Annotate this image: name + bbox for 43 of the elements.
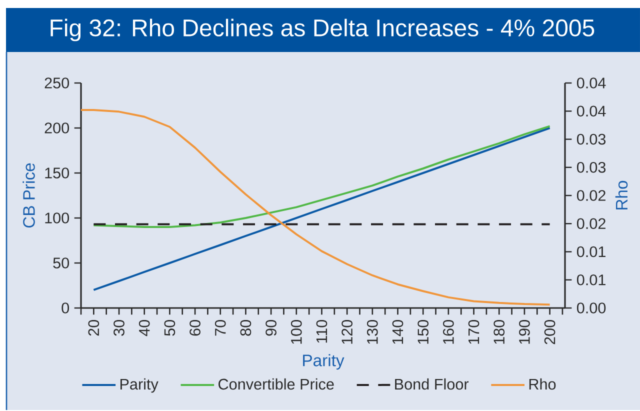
y2-tick-label: 0.03 (576, 162, 606, 173)
y-tick-label: 250 (44, 78, 70, 89)
legend-label: Bond Floor (395, 378, 469, 390)
x-tick-label: 50 (164, 320, 176, 336)
legend-label: Parity (120, 378, 158, 393)
x-tick-label: 150 (418, 320, 429, 344)
y-axis-title: CB Price (22, 164, 35, 228)
x-tick-label: 30 (114, 320, 124, 336)
x-tick-label: 100 (290, 320, 302, 344)
x-tick-label: 60 (190, 320, 200, 336)
x-tick-label: 40 (138, 320, 150, 336)
x-tick-label: 170 (468, 320, 480, 344)
y2-tick-label: 0.00 (576, 302, 606, 314)
y-tick-label: 0 (62, 302, 70, 314)
x-tick-label: 130 (366, 320, 378, 344)
x-tick-label: 140 (392, 320, 404, 344)
chart-title: Fig 32: Rho Declines as Delta Increases - 4% 2005 (50, 18, 594, 42)
y-tick-label: 100 (45, 212, 70, 224)
y-tick-label: 50 (53, 258, 70, 269)
x-tick-label: 200 (544, 320, 556, 344)
x-tick-label: 120 (342, 320, 352, 344)
x-tick-label: 160 (443, 320, 454, 344)
line-series (80, 109, 551, 306)
legend-label: Convertible Price (218, 378, 334, 390)
y2-tick-label: 0.01 (576, 274, 606, 286)
x-tick-label: 90 (266, 320, 276, 336)
y2-tick-label: 0.04 (576, 106, 606, 117)
x-tick-label: 180 (494, 320, 505, 344)
y-tick-label: 200 (44, 122, 70, 134)
y2-tick-label: 0.04 (576, 78, 606, 89)
x-tick-label: 20 (88, 320, 100, 336)
y2-tick-label: 0.02 (576, 190, 606, 202)
x-tick-label: 190 (519, 320, 530, 344)
legend-label: Rho (529, 378, 556, 390)
x-tick-label: 70 (214, 320, 226, 336)
x-tick-label: 110 (316, 320, 328, 343)
y2-tick-label: 0.01 (576, 246, 606, 258)
y-tick-label: 150 (45, 168, 70, 179)
y2-tick-label: 0.02 (576, 218, 606, 230)
x-tick-label: 80 (240, 320, 252, 336)
x-axis-title: Parity (303, 354, 344, 370)
y2-tick-label: 0.03 (576, 134, 606, 145)
y2-axis-title: Rho (615, 181, 628, 210)
